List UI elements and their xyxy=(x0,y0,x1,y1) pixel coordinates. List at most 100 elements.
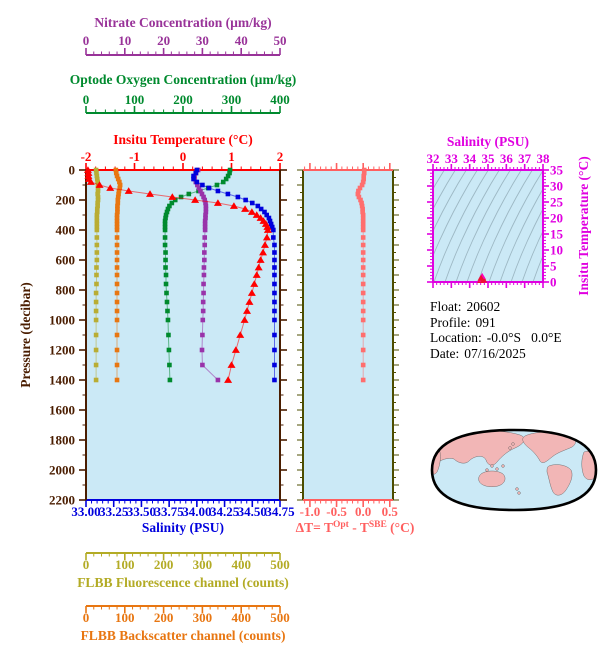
svg-text:100: 100 xyxy=(125,92,145,107)
svg-text:20: 20 xyxy=(157,33,170,48)
delta-t-top-axis xyxy=(303,163,393,171)
svg-text:100: 100 xyxy=(115,557,135,572)
svg-text:0: 0 xyxy=(83,92,90,107)
ts-contours xyxy=(433,170,543,282)
map-land xyxy=(432,430,596,496)
svg-text:40: 40 xyxy=(235,33,248,48)
location-value: -0.0°S 0.0°E xyxy=(486,330,562,346)
svg-text:200: 200 xyxy=(173,92,193,107)
svg-text:34.00: 34.00 xyxy=(182,504,211,519)
svg-text:1000: 1000 xyxy=(49,313,75,328)
oxygen-axis: 0 100 200 300 400 Optode Oxygen Concentration… xyxy=(70,72,296,114)
svg-text:34.50: 34.50 xyxy=(238,504,267,519)
svg-text:0: 0 xyxy=(83,557,90,572)
svg-text:600: 600 xyxy=(56,253,76,268)
svg-text:38: 38 xyxy=(537,151,551,166)
svg-text:1: 1 xyxy=(228,149,235,164)
svg-text:30: 30 xyxy=(196,33,209,48)
salinity-axis: 33.0033.2533.5033.7534.0034.2534.5034.75… xyxy=(71,499,295,535)
location-label: Location: xyxy=(430,330,482,346)
svg-text:35: 35 xyxy=(482,151,496,166)
series-delta-t xyxy=(355,167,367,383)
svg-text:-0.5: -0.5 xyxy=(326,504,347,519)
svg-text:2: 2 xyxy=(277,149,284,164)
svg-text:500: 500 xyxy=(270,557,290,572)
series-backscatter xyxy=(113,167,123,383)
delta-side-ticks xyxy=(297,169,399,501)
svg-text:Optode Oxygen Concentration (µ: Optode Oxygen Concentration (µm/kg) xyxy=(70,72,296,87)
svg-text:-2: -2 xyxy=(81,149,92,164)
world-map xyxy=(430,428,598,512)
svg-text:800: 800 xyxy=(56,283,76,298)
fluorescence-axis: 0 100 200 300 400 500 FLBB Fluorescence channe… xyxy=(77,552,290,590)
date-label: Date: xyxy=(430,345,460,361)
svg-text:100: 100 xyxy=(115,610,135,625)
svg-text:50: 50 xyxy=(274,33,287,48)
profile-label: Profile: xyxy=(430,314,471,330)
svg-text:Nitrate Concentration (µm/kg): Nitrate Concentration (µm/kg) xyxy=(94,15,271,30)
svg-text:33.75: 33.75 xyxy=(155,504,185,519)
svg-text:34: 34 xyxy=(463,151,477,166)
svg-text:20: 20 xyxy=(550,211,563,226)
float-info: Float: 20602 Profile: 091 Location: -0.0°S … xyxy=(430,299,562,361)
series-salinity xyxy=(191,167,277,383)
svg-text:-1.0: -1.0 xyxy=(300,504,321,519)
svg-text:33.50: 33.50 xyxy=(127,504,156,519)
svg-text:36: 36 xyxy=(500,151,514,166)
float-info-row: Float: 20602 xyxy=(430,299,562,315)
svg-text:0: 0 xyxy=(69,163,76,178)
svg-text:34.75: 34.75 xyxy=(265,504,295,519)
svg-text:15: 15 xyxy=(550,227,564,242)
pressure-axis: 0 200 400 600 800 1000 1200 1400 1600 1800 2000 220… xyxy=(18,163,287,508)
svg-text:300: 300 xyxy=(222,92,242,107)
svg-text:200: 200 xyxy=(154,557,174,572)
svg-text:5: 5 xyxy=(550,259,557,274)
ts-salinity-title: Salinity (PSU) xyxy=(447,134,529,149)
svg-text:25: 25 xyxy=(550,195,564,210)
svg-text:0.5: 0.5 xyxy=(382,504,399,519)
svg-text:1400: 1400 xyxy=(49,373,75,388)
series-temperature xyxy=(83,166,272,383)
svg-text:0: 0 xyxy=(550,275,557,290)
date-info-row: Date: 07/16/2025 xyxy=(430,346,562,362)
svg-text:2000: 2000 xyxy=(49,463,75,478)
svg-text:30: 30 xyxy=(550,179,563,194)
delta-t-axis-title: ΔT= TOpt - TSBE (°C) xyxy=(296,520,415,535)
delta-series xyxy=(355,167,367,383)
map-outline xyxy=(430,428,598,512)
svg-text:32: 32 xyxy=(427,151,440,166)
svg-text:300: 300 xyxy=(193,557,213,572)
svg-text:10: 10 xyxy=(118,33,131,48)
svg-text:0: 0 xyxy=(83,610,90,625)
delta-t-plot: -1.0 -0.5 0.0 0.5ΔT= TOpt - TSBE (°C) xyxy=(296,163,415,535)
svg-text:33: 33 xyxy=(445,151,459,166)
svg-text:FLBB Fluorescence channel (cou: FLBB Fluorescence channel (counts) xyxy=(77,575,289,590)
ts-temperature-title: Insitu Temperature (°C) xyxy=(576,156,591,295)
svg-text:2200: 2200 xyxy=(49,493,75,508)
svg-text:400: 400 xyxy=(231,557,251,572)
pressure-axis-title: Pressure (decibar) xyxy=(18,282,33,388)
svg-text:0: 0 xyxy=(83,33,90,48)
date-value: 07/16/2025 xyxy=(464,345,526,361)
svg-text:500: 500 xyxy=(270,610,290,625)
delta-t-bottom-axis: -1.0 -0.5 0.0 0.5 xyxy=(300,499,399,519)
svg-text:0: 0 xyxy=(180,149,187,164)
svg-text:200: 200 xyxy=(56,193,76,208)
svg-text:33.25: 33.25 xyxy=(99,504,129,519)
svg-text:34.25: 34.25 xyxy=(210,504,240,519)
svg-text:33.00: 33.00 xyxy=(71,504,100,519)
svg-text:400: 400 xyxy=(56,223,76,238)
svg-text:Insitu Temperature (°C): Insitu Temperature (°C) xyxy=(113,132,252,147)
svg-text:-1: -1 xyxy=(129,149,140,164)
ts-plot: 32 33 34 35 36 37 38 Salinity (PSU) 051015202530… xyxy=(427,134,592,296)
svg-text:0.0: 0.0 xyxy=(355,504,371,519)
float-label: Float: xyxy=(430,299,462,314)
svg-text:35: 35 xyxy=(550,163,564,178)
plot-backgrounds xyxy=(86,170,543,500)
ts-points xyxy=(477,272,488,283)
series-fluorescence xyxy=(93,167,101,383)
svg-text:400: 400 xyxy=(231,610,251,625)
